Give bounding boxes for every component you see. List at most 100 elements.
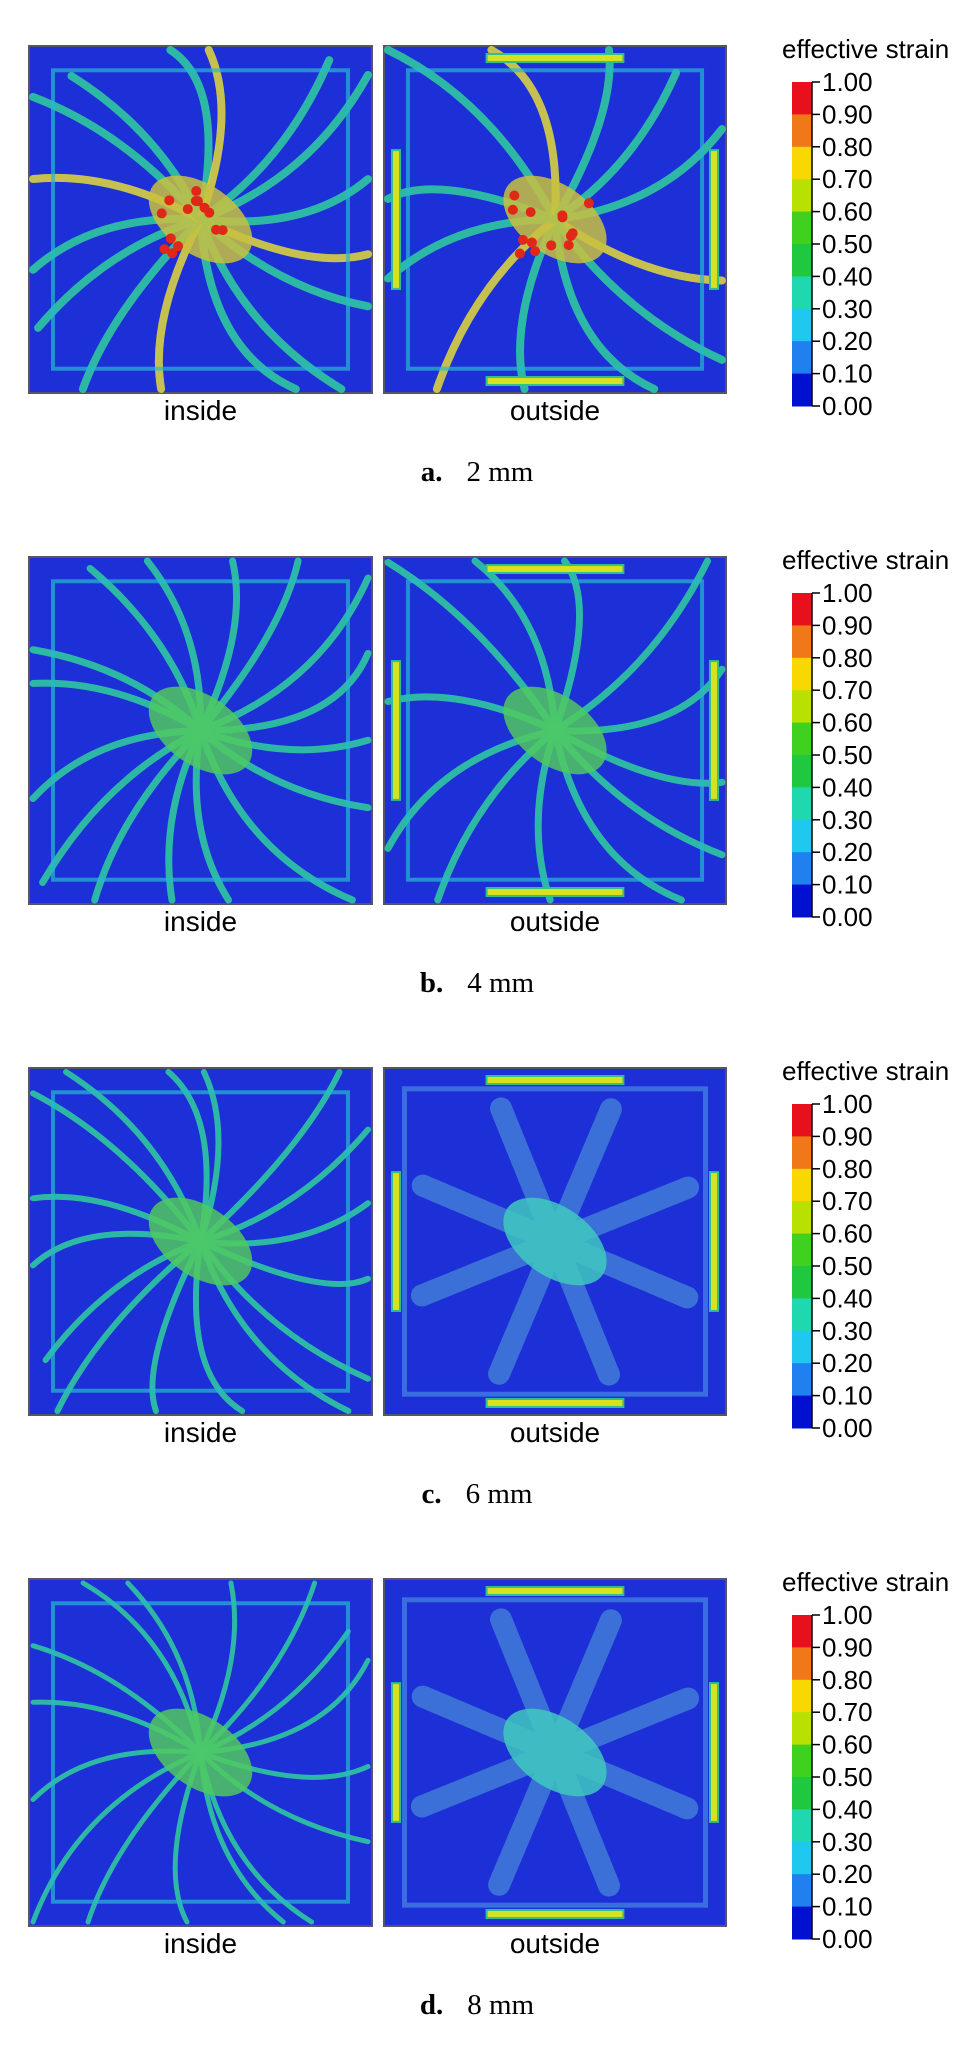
colorbar-tick-label: 0.50	[822, 740, 873, 770]
strain-pattern	[30, 1069, 371, 1414]
hot-spot	[583, 198, 594, 209]
view-label: inside	[164, 906, 237, 937]
hot-spot	[517, 234, 528, 245]
center-zone	[148, 1197, 253, 1286]
colorbar-band	[792, 373, 812, 407]
colorbar-band	[792, 1233, 812, 1267]
edge-band	[709, 1171, 719, 1312]
edge-band	[485, 376, 625, 386]
hot-spot	[525, 207, 536, 218]
colorbar-tick-label: 0.50	[822, 1762, 873, 1792]
colorbar-band	[792, 657, 812, 691]
view-label: outside	[510, 1928, 600, 1959]
strain-pattern	[30, 1580, 371, 1925]
colorbar-band	[792, 179, 812, 213]
colorbar-tick-label: 0.80	[822, 1154, 873, 1184]
colorbar-tick-label: 0.90	[822, 1121, 873, 1151]
view-label: outside	[510, 1417, 600, 1448]
strain-pattern	[29, 46, 372, 393]
colorbar-tick-label: 0.30	[822, 294, 873, 324]
hot-spot	[526, 237, 537, 248]
colorbar-band	[792, 211, 812, 245]
frame-crack	[51, 1090, 350, 1393]
colorbar-band	[792, 1136, 812, 1170]
hot-spot	[204, 207, 215, 218]
center-zone	[148, 1708, 253, 1797]
colorbar-tick-label: 0.90	[822, 1632, 873, 1662]
colorbar-band	[792, 755, 812, 788]
colorbar-band	[792, 884, 812, 918]
colorbar-band	[792, 593, 812, 626]
edge-band	[485, 1075, 625, 1085]
frame-crack	[402, 1086, 708, 1397]
caption-label: c.	[422, 1478, 442, 1510]
caption-text: 2 mm	[466, 456, 533, 488]
hot-spot	[563, 240, 574, 251]
edge-band	[391, 1171, 401, 1312]
colorbar-band	[792, 1201, 812, 1235]
view-label: inside	[164, 1928, 237, 1959]
edge-band	[485, 1586, 625, 1596]
colorbar-tick-label: 1.00	[822, 1089, 873, 1119]
legend-title: effective strain	[782, 1567, 949, 1597]
edge-band	[485, 887, 625, 897]
colorbar-tick-label: 0.30	[822, 1827, 873, 1857]
caption-label: d.	[420, 1989, 443, 2021]
hot-spot	[191, 186, 202, 197]
hot-spot	[182, 204, 193, 215]
center-zone	[148, 686, 253, 775]
colorbar-tick-label: 0.80	[822, 132, 873, 162]
colorbar-tick-label: 0.60	[822, 197, 873, 227]
colorbar-tick-label: 0.80	[822, 1665, 873, 1695]
strain-pattern	[391, 1075, 719, 1408]
frame-crack	[51, 68, 350, 371]
colorbar-tick-label: 0.00	[822, 391, 873, 421]
edge-band	[485, 1398, 625, 1408]
hot-spot	[192, 196, 203, 207]
colorbar-band	[792, 308, 812, 342]
colorbar-band	[792, 1874, 812, 1908]
colorbar-tick-label: 0.10	[822, 870, 873, 900]
colorbar-band	[792, 690, 812, 724]
colorbar-tick-label: 0.60	[822, 708, 873, 738]
edge-band	[709, 660, 719, 801]
colorbar-band	[792, 819, 812, 853]
colorbar-band	[792, 1906, 812, 1940]
caption: d. 8 mm	[420, 1989, 535, 2021]
edge-band	[485, 53, 625, 63]
colorbar-tick-label: 0.20	[822, 1859, 873, 1889]
colorbar-band	[792, 1615, 812, 1648]
colorbar-band	[792, 276, 812, 310]
edge-band	[391, 660, 401, 801]
colorbar-tick-label: 0.70	[822, 675, 873, 705]
colorbar-tick-label: 0.10	[822, 1381, 873, 1411]
hot-spot	[173, 241, 184, 252]
hot-spot	[530, 246, 541, 257]
caption: c. 6 mm	[422, 1478, 533, 1510]
frame-crack	[405, 68, 705, 371]
legend-title: effective strain	[782, 1056, 949, 1086]
frame-crack	[405, 579, 705, 882]
colorbar-band	[792, 1647, 812, 1681]
colorbar-band	[792, 146, 812, 180]
colorbar-tick-label: 1.00	[822, 578, 873, 608]
colorbar-band	[792, 1679, 812, 1713]
colorbar-band	[792, 1809, 812, 1843]
colorbar-band	[792, 1841, 812, 1875]
colorbar-band	[792, 787, 812, 821]
hot-spot	[557, 212, 568, 223]
edge-band	[709, 1682, 719, 1823]
colorbar-band	[792, 625, 812, 659]
colorbar-band	[792, 722, 812, 756]
colorbar-tick-label: 0.00	[822, 902, 873, 932]
hot-spot	[507, 204, 518, 215]
hot-spot	[509, 190, 520, 201]
colorbar-tick-label: 0.20	[822, 1348, 873, 1378]
colorbar-tick-label: 0.40	[822, 772, 873, 802]
colorbar-tick-label: 0.80	[822, 643, 873, 673]
caption-text: 4 mm	[467, 967, 534, 999]
colorbar-tick-label: 0.30	[822, 805, 873, 835]
